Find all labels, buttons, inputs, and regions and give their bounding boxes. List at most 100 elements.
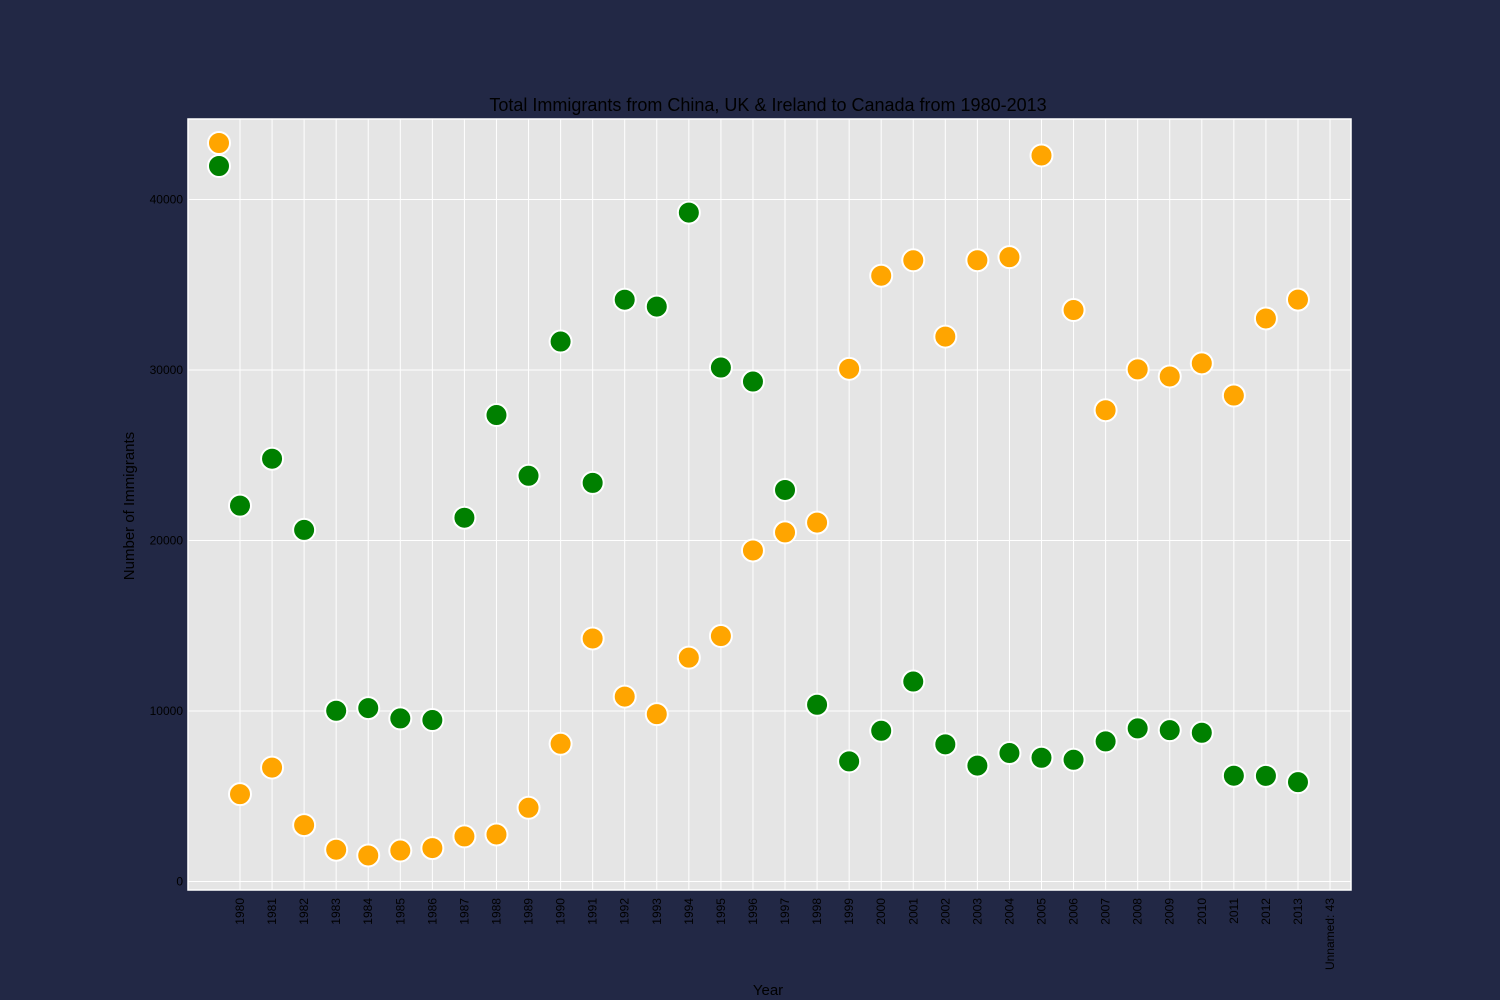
x-tick-label: 2008 xyxy=(1131,898,1145,925)
data-point xyxy=(965,753,990,778)
x-tick-label: 1999 xyxy=(842,898,856,925)
data-point xyxy=(548,731,573,756)
data-point xyxy=(933,732,958,757)
data-point xyxy=(580,470,605,495)
data-point xyxy=(260,755,285,780)
data-point xyxy=(452,824,477,849)
x-tick-label: 1988 xyxy=(489,898,503,925)
data-point xyxy=(740,369,765,394)
x-tick-label: Unnamed: 43 xyxy=(1323,898,1337,970)
x-tick-label: 2000 xyxy=(874,898,888,925)
data-point xyxy=(1029,745,1054,770)
x-tick-label: 1991 xyxy=(586,898,600,925)
data-point xyxy=(1125,716,1150,741)
data-point xyxy=(420,836,445,861)
x-tick-label: 2011 xyxy=(1227,898,1241,924)
x-tick-label: 1987 xyxy=(457,898,471,925)
data-point xyxy=(292,517,317,542)
series-1-points xyxy=(228,200,1310,795)
x-tick-label: 2001 xyxy=(906,898,920,925)
data-point xyxy=(1157,364,1182,389)
data-point xyxy=(452,505,477,530)
data-point xyxy=(228,493,252,518)
data-point xyxy=(356,696,381,721)
data-point xyxy=(1253,763,1278,788)
data-point xyxy=(1061,747,1086,772)
x-tick-label: 2005 xyxy=(1035,898,1049,925)
data-point xyxy=(676,645,701,670)
data-point xyxy=(324,837,349,862)
data-point xyxy=(869,718,894,743)
x-tick-label: 2009 xyxy=(1163,898,1177,925)
x-tick-label: 2010 xyxy=(1195,898,1209,925)
data-point xyxy=(1093,729,1118,754)
data-point xyxy=(773,477,798,502)
x-tick-label: 1994 xyxy=(682,898,696,925)
x-tick-label: 1989 xyxy=(522,898,536,925)
series-0-points xyxy=(228,143,1310,868)
data-point xyxy=(933,324,958,349)
x-tick-label: 1984 xyxy=(361,898,375,925)
data-point xyxy=(388,838,413,863)
y-tick-label: 0 xyxy=(176,875,183,889)
data-point xyxy=(356,843,381,868)
data-point xyxy=(1093,398,1118,423)
x-tick-label: 1992 xyxy=(618,898,632,925)
data-point xyxy=(1189,720,1214,745)
chart-title: Total Immigrants from China, UK & Irelan… xyxy=(489,95,1046,115)
data-point xyxy=(901,248,926,273)
data-point xyxy=(708,624,733,649)
y-tick-label: 10000 xyxy=(150,704,184,718)
data-point xyxy=(805,510,830,535)
data-point xyxy=(1253,306,1278,331)
data-point xyxy=(612,684,637,709)
data-point xyxy=(1285,287,1310,312)
data-point xyxy=(1189,351,1214,376)
data-point xyxy=(676,200,701,225)
data-point xyxy=(740,538,765,563)
x-tick-label: 2012 xyxy=(1259,898,1273,925)
data-point xyxy=(260,446,285,471)
data-point xyxy=(1125,357,1150,382)
data-point xyxy=(901,669,926,694)
data-point xyxy=(1029,143,1054,168)
x-tick-label: 2004 xyxy=(1002,898,1016,925)
x-tick-label: 1998 xyxy=(810,898,824,925)
data-point xyxy=(708,355,733,380)
x-tick-label: 1981 xyxy=(265,898,279,925)
data-point xyxy=(1221,383,1246,408)
data-point xyxy=(548,329,573,354)
data-point xyxy=(292,813,317,838)
x-tick-label: 1993 xyxy=(650,898,664,925)
data-point xyxy=(484,403,509,428)
data-point xyxy=(837,356,862,381)
x-tick-label: 1990 xyxy=(554,898,568,925)
x-tick-label: 2007 xyxy=(1099,898,1113,925)
data-point xyxy=(997,245,1022,270)
data-point xyxy=(805,692,830,717)
data-point xyxy=(388,706,413,731)
data-point xyxy=(420,708,445,733)
x-tick-label: 2003 xyxy=(970,898,984,925)
data-point xyxy=(228,782,252,807)
data-point xyxy=(612,287,637,312)
data-point xyxy=(837,749,862,774)
x-tick-label: 1996 xyxy=(746,898,760,925)
x-axis-title: Year xyxy=(753,982,783,999)
data-point xyxy=(484,822,509,847)
data-point xyxy=(997,741,1022,766)
x-tick-label: 1985 xyxy=(393,898,407,925)
plot-area xyxy=(187,118,1352,891)
data-point xyxy=(644,702,669,727)
data-point xyxy=(1061,298,1086,323)
y-tick-label: 40000 xyxy=(150,193,184,207)
x-tick-label: 1997 xyxy=(778,898,792,925)
data-point xyxy=(1221,763,1246,788)
x-tick-label: 1982 xyxy=(297,898,311,925)
y-tick-label: 20000 xyxy=(150,534,184,548)
data-point xyxy=(869,263,894,288)
x-tick-label: 1995 xyxy=(714,898,728,925)
y-axis-title: Number of Immigrants xyxy=(121,432,138,580)
data-point xyxy=(773,520,798,545)
